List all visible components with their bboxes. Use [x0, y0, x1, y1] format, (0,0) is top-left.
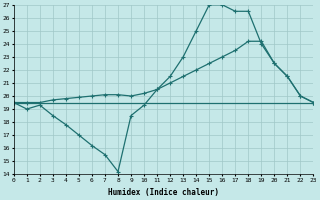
X-axis label: Humidex (Indice chaleur): Humidex (Indice chaleur)	[108, 188, 219, 197]
